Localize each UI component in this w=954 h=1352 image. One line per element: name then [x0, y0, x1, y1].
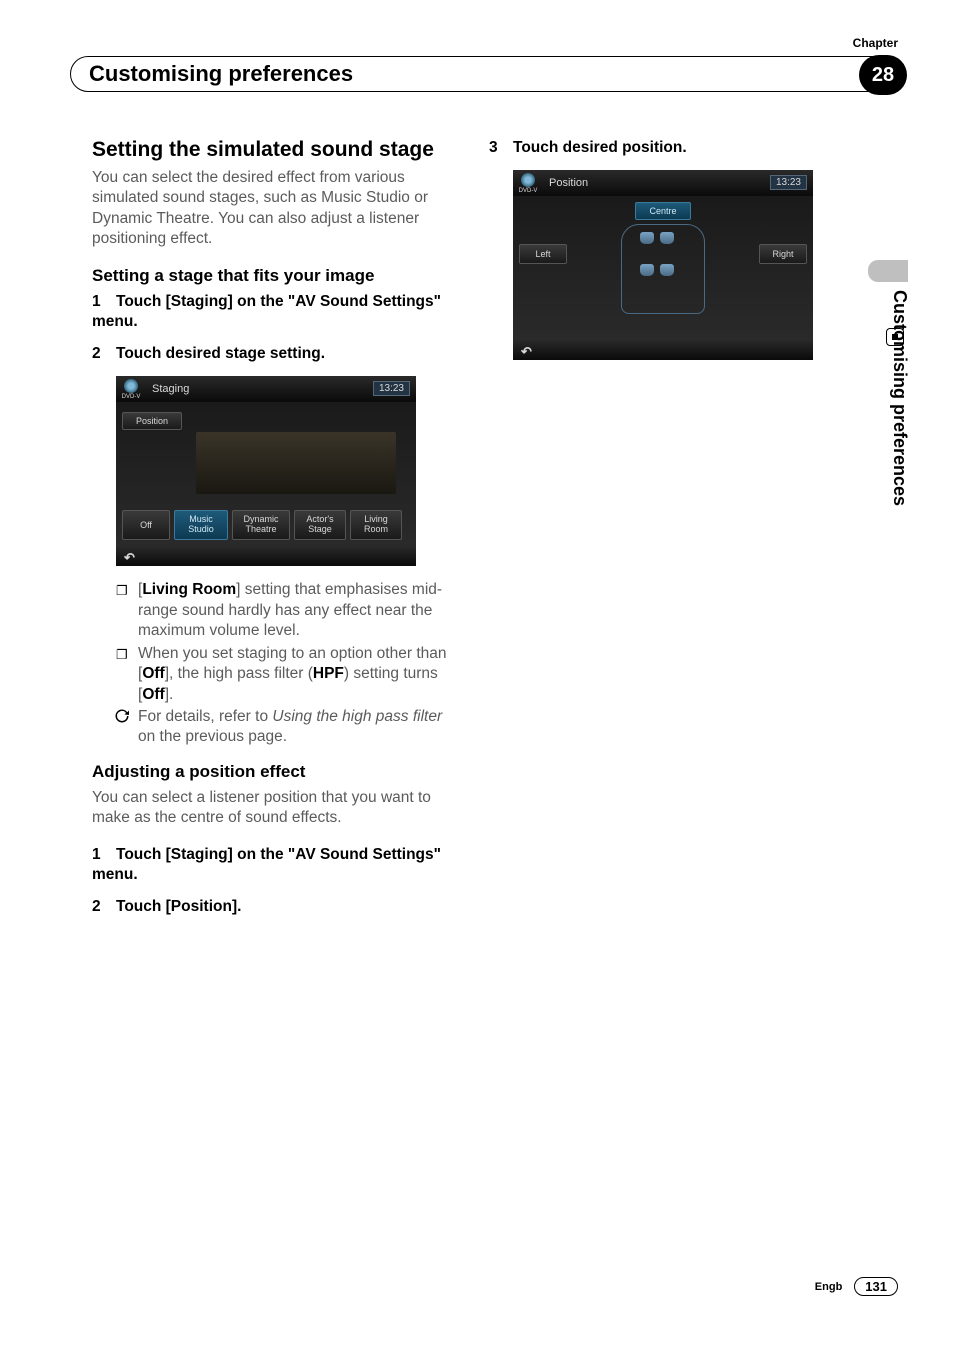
step-text: Touch [Position].: [116, 898, 241, 915]
back-icon[interactable]: ↶: [521, 344, 532, 360]
footer-language: Engb: [815, 1281, 843, 1293]
stage-opt-dynamic-theatre[interactable]: Dynamic Theatre: [232, 510, 290, 540]
note-item: ❐ [Living Room] setting that emphasises …: [116, 580, 455, 641]
refer-icon: [114, 708, 130, 724]
intro-paragraph: You can select the desired effect from v…: [92, 168, 455, 250]
bullet-icon: ❐: [116, 646, 128, 663]
ss-title: Position: [549, 177, 588, 189]
screenshot-position: DVD-V Position 13:23 Centre Left Right ↶: [513, 170, 813, 360]
bullet-icon: ❐: [116, 582, 128, 599]
position-button[interactable]: Position: [122, 412, 182, 430]
ss-body: Position Off Music Studio Dynamic Theatr…: [116, 402, 416, 546]
step-2a: 2Touch desired stage setting.: [92, 344, 455, 364]
step-text: menu.: [92, 866, 138, 883]
sidebar-vertical-title: Customising preferences: [889, 290, 910, 506]
step-1a: 1Touch [Staging] on the "AV Sound Settin…: [92, 292, 455, 332]
heading-adjusting-position: Adjusting a position effect: [92, 762, 455, 782]
back-icon[interactable]: ↶: [124, 550, 135, 566]
ss-body: Centre Left Right: [513, 196, 813, 340]
content-columns: Setting the simulated sound stage You ca…: [92, 138, 852, 1138]
step-text: Touch [Staging] on the: [116, 293, 288, 310]
disc-icon: DVD-V: [513, 173, 543, 194]
pos-right-button[interactable]: Right: [759, 244, 807, 264]
step-number: 1: [92, 292, 116, 312]
ss-bottombar: ↶: [116, 546, 416, 566]
position-intro: You can select a listener position that …: [92, 788, 455, 829]
rear-seats-icon: [637, 264, 677, 279]
note-text: For details, refer to Using the high pas…: [138, 708, 442, 745]
source-label: DVD-V: [122, 394, 141, 400]
ss-topbar: DVD-V Staging 13:23: [116, 376, 416, 402]
sidebar-tab: [868, 260, 908, 282]
note-text: [Living Room] setting that emphasises mi…: [138, 581, 442, 639]
step-1b: 1Touch [Staging] on the "AV Sound Settin…: [92, 845, 455, 885]
header-pill: Customising preferences 28: [70, 56, 904, 92]
step-3b: 3Touch desired position.: [489, 138, 852, 158]
heading-simulated-sound-stage: Setting the simulated sound stage: [92, 138, 455, 162]
step-text: AV Sound Settings: [295, 293, 433, 310]
note-item: ❐ When you set staging to an option othe…: [116, 644, 455, 705]
chapter-label: Chapter: [853, 36, 898, 50]
step-number: 2: [92, 897, 116, 917]
step-text: Touch [Staging] on the: [116, 846, 288, 863]
step-number: 2: [92, 344, 116, 364]
stage-opt-actors-stage[interactable]: Actor's Stage: [294, 510, 346, 540]
pos-centre-button[interactable]: Centre: [635, 202, 691, 220]
screenshot-staging: DVD-V Staging 13:23 Position Off Music S…: [116, 376, 416, 566]
ss-time: 13:23: [373, 381, 410, 396]
stage-opt-off[interactable]: Off: [122, 510, 170, 540]
ss-topbar: DVD-V Position 13:23: [513, 170, 813, 196]
page-title: Customising preferences: [89, 61, 353, 87]
notes-list: ❐ [Living Room] setting that emphasises …: [116, 580, 455, 748]
step-text: menu.: [92, 313, 138, 330]
note-item: For details, refer to Using the high pas…: [116, 707, 455, 748]
footer: Engb 131: [815, 1277, 898, 1296]
chapter-number-badge: 28: [859, 55, 907, 95]
header-bar: Customising preferences 28: [70, 56, 904, 92]
step-2b: 2Touch [Position].: [92, 897, 455, 917]
ss-title: Staging: [152, 383, 189, 395]
front-seats-icon: [637, 232, 677, 247]
disc-icon: DVD-V: [116, 379, 146, 400]
note-text: When you set staging to an option other …: [138, 645, 447, 703]
step-number: 1: [92, 845, 116, 865]
ss-time: 13:23: [770, 175, 807, 190]
step-text: ": [434, 293, 441, 310]
source-label: DVD-V: [519, 188, 538, 194]
step-text: Touch desired position.: [513, 139, 687, 156]
pos-left-button[interactable]: Left: [519, 244, 567, 264]
step-number: 3: [489, 138, 513, 158]
step-text: AV Sound Settings: [295, 846, 433, 863]
stage-opt-music-studio[interactable]: Music Studio: [174, 510, 228, 540]
stage-preview: [196, 432, 396, 494]
footer-page-number: 131: [854, 1277, 898, 1296]
step-text: ": [434, 846, 441, 863]
ss-bottombar: ↶: [513, 340, 813, 360]
stage-opt-living-room[interactable]: Living Room: [350, 510, 402, 540]
step-text: Touch desired stage setting.: [116, 345, 325, 362]
heading-setting-stage: Setting a stage that fits your image: [92, 266, 455, 286]
